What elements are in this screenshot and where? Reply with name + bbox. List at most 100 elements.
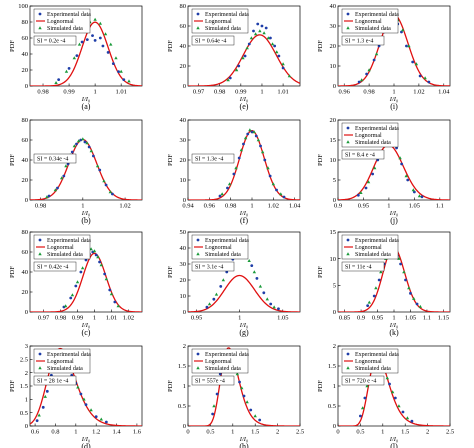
y-tick-label: 10 bbox=[180, 293, 187, 300]
y-axis-label: PDF bbox=[167, 380, 174, 392]
y-tick-label: 0.5 bbox=[178, 403, 186, 410]
experimental-point bbox=[277, 54, 281, 58]
experimental-point bbox=[249, 408, 253, 412]
simulated-point bbox=[260, 150, 265, 154]
panel-letter: (c) bbox=[82, 328, 91, 337]
experimental-point bbox=[104, 420, 108, 424]
x-tick-label: 1.1 bbox=[423, 315, 431, 322]
x-tick-label: 2.5 bbox=[296, 429, 304, 436]
x-tick-label: 1 bbox=[238, 315, 241, 322]
panel-letter: (g) bbox=[239, 328, 249, 337]
x-tick-label: 2 bbox=[276, 429, 279, 436]
y-tick-label: 30 bbox=[180, 261, 187, 268]
x-tick-label: 1 bbox=[231, 429, 234, 436]
experimental-point bbox=[268, 174, 272, 178]
x-tick-label: 1.6 bbox=[133, 429, 142, 436]
legend-simulated-marker bbox=[346, 26, 350, 30]
legend-experimental-label: Experimental data bbox=[47, 238, 91, 244]
legend-lognormal-label: Lognormal bbox=[47, 359, 74, 365]
x-tick-label: 0.95 bbox=[191, 315, 202, 322]
panel-a: 0.98 0.99 1 1.01 0 20 40 60 80 100 I/I₀ PDF (a) Exper… bbox=[9, 3, 143, 111]
legend-experimental-marker bbox=[196, 238, 200, 242]
y-tick-label: 0 bbox=[333, 309, 336, 316]
experimental-point bbox=[228, 76, 232, 80]
simulated-point bbox=[272, 305, 276, 309]
x-tick-label: 0.6 bbox=[31, 429, 40, 436]
experimental-point bbox=[91, 154, 95, 158]
x-axis-label: I/I₀ bbox=[239, 322, 248, 329]
experimental-point bbox=[94, 415, 98, 419]
experimental-point bbox=[273, 44, 277, 48]
y-tick-label: 1 bbox=[183, 383, 186, 390]
experimental-point bbox=[377, 278, 381, 282]
si-value: SI = 11e -4 bbox=[345, 265, 372, 271]
experimental-point bbox=[219, 285, 223, 288]
legend-experimental-label: Experimental data bbox=[355, 12, 399, 18]
simulated-point bbox=[119, 69, 123, 73]
legend-lognormal-label: Lognormal bbox=[355, 245, 382, 251]
x-tick-label: 1 bbox=[392, 315, 395, 322]
y-axis-label: PDF bbox=[167, 40, 174, 52]
y-axis-label: PDF bbox=[167, 266, 174, 278]
lognormal-curve bbox=[30, 138, 142, 200]
simulated-point bbox=[235, 372, 239, 376]
experimental-point bbox=[246, 132, 250, 136]
simulated-point bbox=[365, 384, 369, 388]
experimental-point bbox=[74, 284, 78, 288]
si-value: SI = 1.3e -4 bbox=[195, 157, 223, 163]
experimental-point bbox=[69, 296, 73, 300]
si-box bbox=[191, 261, 235, 272]
experimental-point bbox=[400, 30, 403, 34]
experimental-point bbox=[45, 389, 49, 393]
legend-experimental-marker bbox=[196, 12, 200, 16]
si-box bbox=[33, 261, 77, 272]
experimental-point bbox=[56, 186, 59, 190]
y-tick-label: 10 bbox=[330, 157, 337, 164]
simulated-point bbox=[247, 259, 251, 262]
panel-letter: (e) bbox=[240, 102, 249, 111]
y-tick-label: 2.5 bbox=[20, 357, 28, 364]
x-axis-label: I/I₀ bbox=[239, 96, 248, 103]
si-box bbox=[191, 153, 235, 164]
si-value: SI = 8.4 e -4 bbox=[345, 153, 375, 159]
simulated-point bbox=[258, 284, 263, 288]
y-tick-label: 1.5 bbox=[328, 363, 336, 370]
lognormal-curve bbox=[188, 347, 300, 426]
x-tick-label: 1.5 bbox=[401, 429, 409, 436]
si-value: SI = 557e -4 bbox=[195, 379, 225, 385]
y-tick-label: 5 bbox=[333, 283, 336, 290]
experimental-point bbox=[47, 194, 51, 198]
y-tick-label: 0 bbox=[25, 309, 28, 316]
legend-lognormal-label: Lognormal bbox=[205, 19, 232, 25]
y-tick-label: 10 bbox=[330, 63, 337, 70]
y-tick-label: 50 bbox=[180, 229, 187, 236]
simulated-point bbox=[372, 166, 377, 170]
x-tick-label: 1.15 bbox=[438, 315, 449, 322]
simulated-point bbox=[96, 255, 100, 259]
legend-experimental-marker bbox=[38, 12, 42, 16]
y-tick-label: 2 bbox=[25, 370, 28, 377]
y-tick-label: 1.5 bbox=[20, 383, 28, 390]
y-tick-label: 40 bbox=[330, 3, 337, 10]
si-box bbox=[33, 153, 77, 164]
y-tick-label: 1 bbox=[25, 397, 28, 404]
x-tick-label: 1.02 bbox=[123, 315, 134, 322]
experimental-point bbox=[242, 142, 245, 146]
panel-h: 0 0.5 1 1.5 2 2.5 0 0.5 1 1.5 2 I/I₀ PDF (h) Experimen… bbox=[167, 343, 304, 448]
simulated-point bbox=[265, 297, 269, 301]
experimental-point bbox=[393, 396, 397, 400]
x-tick-label: 0.8 bbox=[51, 429, 59, 436]
x-tick-label: 1 bbox=[93, 89, 96, 96]
simulated-point bbox=[77, 42, 82, 46]
experimental-point bbox=[372, 58, 376, 62]
y-tick-label: 20 bbox=[22, 177, 29, 184]
y-axis-label: PDF bbox=[317, 266, 324, 278]
experimental-point bbox=[94, 253, 98, 257]
legend-experimental-marker bbox=[346, 12, 350, 16]
experimental-point bbox=[108, 288, 112, 292]
